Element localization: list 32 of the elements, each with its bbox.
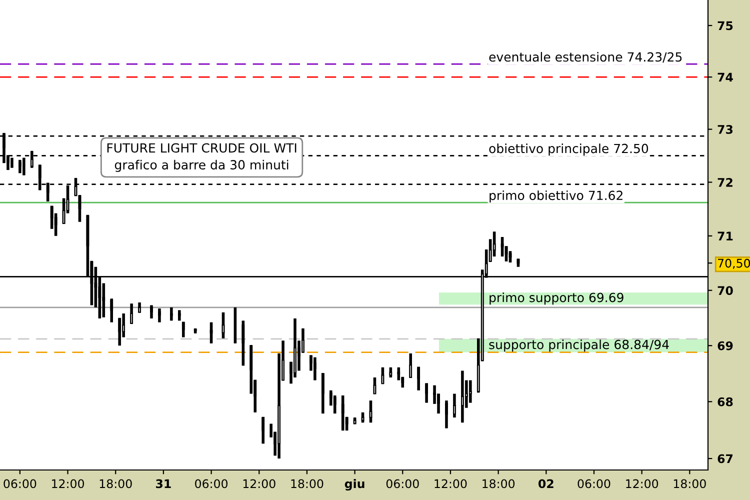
band-label: primo supporto 69.69 <box>490 292 624 305</box>
x-tick-label: 31 <box>156 479 171 488</box>
x-tick-label: 12:00 <box>626 479 658 488</box>
y-tick-label: 75 <box>718 21 733 30</box>
x-tick-label: 18:00 <box>674 479 706 488</box>
y-tick-label: 73 <box>718 124 733 134</box>
x-tick-label: 12:00 <box>52 479 84 488</box>
ref-line-label: obiettivo principale 72.50 <box>489 144 648 156</box>
x-tick-label: 06:00 <box>4 479 36 488</box>
text: grafico a barre da 30 minuti <box>114 160 288 172</box>
x-tick-label: 18:00 <box>291 479 324 488</box>
x-tick-label: 12:00 <box>434 479 467 488</box>
text: FUTURE LIGHT CRUDE OIL WTI <box>107 143 296 153</box>
y-tick-label: 70,50 <box>718 258 750 269</box>
x-tick-label: 12:00 <box>243 479 276 488</box>
y-tick-label: 70 <box>718 286 733 296</box>
x-tick-label: 18:00 <box>482 479 515 488</box>
x-tick-label: giu <box>344 479 364 491</box>
y-tick-label: 71 <box>718 232 733 240</box>
x-tick-label: 02 <box>538 479 554 488</box>
x-tick-label: 06:00 <box>578 479 610 488</box>
band-label: supporto principale 68.84/94 <box>489 340 669 352</box>
y-tick-label: 67 <box>718 454 733 464</box>
x-tick-label: 18:00 <box>100 479 132 488</box>
ref-line-label: primo obiettivo 71.62 <box>490 190 622 203</box>
y-tick-label: 68 <box>718 397 733 406</box>
ref-line-label: eventuale estensione 74.23/25 <box>489 52 682 63</box>
y-tick-label: 69 <box>718 341 733 350</box>
x-tick-label: 06:00 <box>386 479 419 488</box>
y-tick-label: 72 <box>718 178 732 187</box>
y-tick-label: 74 <box>718 72 733 82</box>
x-tick-label: 06:00 <box>195 479 228 488</box>
